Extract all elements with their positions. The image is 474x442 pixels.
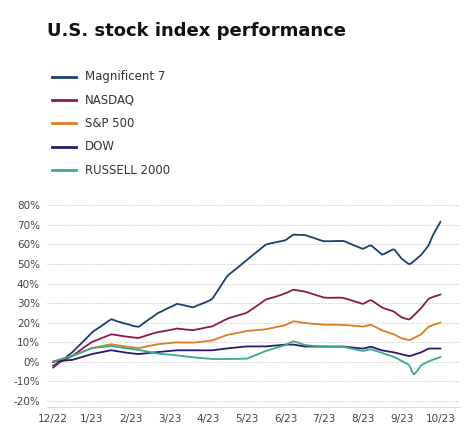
RUSSELL 2000	[411, 372, 417, 377]
Text: NASDAQ: NASDAQ	[84, 94, 135, 107]
Text: Magnificent 7: Magnificent 7	[84, 70, 165, 83]
Magnificent 7	[257, 247, 263, 252]
NASDAQ	[164, 328, 169, 333]
RUSSELL 2000	[392, 354, 397, 360]
NASDAQ	[156, 329, 162, 335]
Magnificent 7	[377, 251, 383, 256]
S&P 500	[156, 341, 162, 347]
S&P 500	[399, 335, 404, 341]
NASDAQ	[379, 305, 385, 310]
S&P 500	[50, 359, 56, 364]
S&P 500	[257, 327, 263, 332]
DOW	[438, 346, 443, 351]
Magnificent 7	[397, 254, 402, 259]
NASDAQ	[399, 315, 404, 320]
Text: S&P 500: S&P 500	[84, 117, 134, 130]
Line: S&P 500: S&P 500	[53, 321, 440, 362]
DOW	[392, 350, 397, 355]
Text: DOW: DOW	[84, 140, 115, 153]
DOW	[50, 359, 56, 364]
Magnificent 7	[164, 306, 169, 312]
DOW	[257, 344, 263, 349]
RUSSELL 2000	[164, 352, 169, 357]
RUSSELL 2000	[379, 350, 385, 355]
DOW	[164, 349, 169, 354]
Magnificent 7	[156, 310, 162, 315]
Line: Magnificent 7: Magnificent 7	[53, 222, 440, 368]
Magnificent 7	[438, 219, 443, 225]
S&P 500	[379, 328, 385, 333]
DOW	[156, 349, 162, 354]
NASDAQ	[50, 363, 56, 368]
RUSSELL 2000	[399, 358, 404, 363]
DOW	[379, 348, 385, 353]
RUSSELL 2000	[438, 354, 443, 360]
NASDAQ	[291, 287, 297, 293]
Line: DOW: DOW	[53, 344, 440, 362]
Text: U.S. stock index performance: U.S. stock index performance	[47, 22, 346, 40]
DOW	[399, 352, 404, 357]
NASDAQ	[257, 301, 263, 306]
DOW	[284, 342, 290, 347]
RUSSELL 2000	[156, 351, 162, 357]
Magnificent 7	[50, 365, 56, 370]
Line: NASDAQ: NASDAQ	[53, 290, 440, 366]
Magnificent 7	[390, 247, 395, 252]
Text: RUSSELL 2000: RUSSELL 2000	[84, 164, 170, 177]
NASDAQ	[392, 309, 397, 315]
RUSSELL 2000	[257, 351, 263, 356]
S&P 500	[392, 332, 397, 337]
NASDAQ	[438, 292, 443, 297]
S&P 500	[291, 319, 297, 324]
RUSSELL 2000	[50, 359, 56, 364]
S&P 500	[164, 341, 169, 346]
Line: RUSSELL 2000: RUSSELL 2000	[53, 341, 440, 374]
RUSSELL 2000	[291, 339, 297, 344]
S&P 500	[438, 320, 443, 325]
